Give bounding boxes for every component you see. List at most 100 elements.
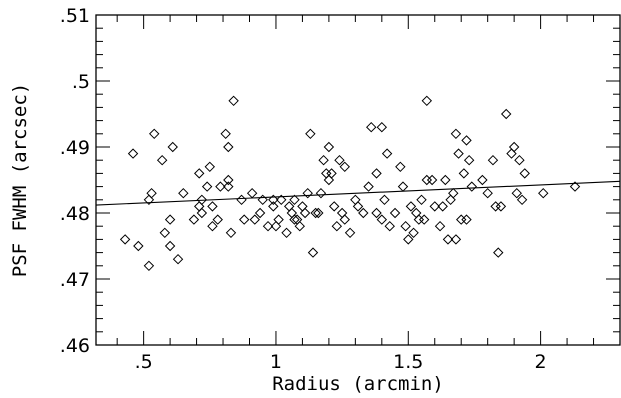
x-tick-label: .5 [135, 351, 153, 373]
data-point [371, 168, 382, 179]
x-axis-title: Radius (arcmin) [272, 373, 444, 395]
data-point [315, 187, 327, 199]
data-point [133, 240, 144, 252]
data-point [207, 201, 218, 212]
data-point [466, 181, 478, 192]
y-axis-title: PSF FWHM (arcsec) [9, 83, 31, 277]
data-point [339, 161, 350, 173]
data-point [495, 201, 507, 212]
data-point [305, 128, 316, 140]
data-point [196, 207, 208, 219]
data-point [416, 194, 427, 206]
data-point [477, 174, 488, 186]
fit-line [95, 180, 621, 206]
data-point [268, 201, 279, 212]
x-tick-label: 1.5 [393, 351, 423, 373]
data-point [538, 187, 549, 199]
data-point [421, 95, 433, 107]
data-point [569, 181, 581, 192]
data-point [429, 201, 440, 212]
data-point [389, 207, 401, 219]
data-point [487, 154, 499, 166]
data-point [178, 187, 189, 199]
data-point [270, 220, 282, 232]
data-point [331, 220, 343, 232]
data-point [448, 187, 459, 199]
data-point [223, 141, 234, 153]
data-point [307, 247, 319, 258]
data-point [493, 247, 504, 258]
data-point [376, 214, 388, 225]
data-point [220, 128, 231, 140]
data-point [323, 174, 335, 186]
data-point [442, 234, 454, 245]
data-point [146, 187, 157, 199]
data-point [379, 194, 390, 206]
data-point [426, 174, 438, 186]
data-point [310, 207, 321, 219]
y-tick-label: .51 [60, 5, 90, 27]
data-point [188, 214, 200, 225]
data-point [358, 207, 369, 219]
data-point [376, 121, 388, 133]
data-point [506, 148, 517, 159]
data-point [268, 194, 279, 206]
data-point [223, 174, 234, 186]
data-point [167, 141, 178, 153]
data-point [440, 174, 451, 186]
data-point [302, 187, 313, 199]
data-point [262, 220, 274, 232]
data-point [405, 201, 417, 212]
data-point [400, 220, 411, 232]
data-point [194, 168, 205, 179]
data-point [352, 201, 364, 212]
data-point [421, 174, 433, 186]
data-point [463, 154, 475, 166]
data-point [119, 234, 131, 245]
data-point [445, 194, 456, 206]
data-point [318, 154, 329, 166]
y-tick-label: .46 [60, 335, 90, 357]
y-tick-label: .5 [72, 71, 90, 93]
data-point [511, 187, 522, 199]
scatter-points [119, 95, 581, 272]
data-point [344, 227, 356, 239]
tick-marks [96, 14, 621, 346]
data-point [434, 220, 446, 232]
data-point [339, 214, 350, 225]
data-point [289, 194, 300, 206]
data-point [212, 214, 223, 225]
data-point [164, 240, 176, 252]
data-point [490, 201, 501, 212]
data-point [156, 154, 168, 166]
x-tick-labels: .5 1 1.5 2 [135, 351, 547, 373]
data-point [328, 201, 340, 212]
x-tick-label: 2 [535, 351, 547, 373]
data-point [223, 181, 234, 192]
data-point [514, 154, 525, 166]
data-point [437, 201, 448, 212]
data-point [273, 214, 284, 225]
data-point [257, 194, 268, 206]
data-point [238, 214, 250, 225]
data-point [204, 161, 216, 173]
y-tick-label: .48 [60, 203, 90, 225]
data-point [461, 135, 472, 146]
data-point [323, 141, 335, 153]
data-point [519, 168, 530, 179]
data-point [363, 181, 374, 192]
data-point [381, 148, 393, 159]
data-point [143, 260, 155, 272]
data-point [149, 128, 160, 140]
data-point [225, 227, 237, 239]
data-point [172, 253, 184, 265]
data-point [207, 220, 218, 232]
x-tick-label: 1 [270, 351, 282, 373]
data-point [246, 187, 258, 199]
y-tick-labels: .46 .47 .48 .49 .5 .51 [60, 5, 90, 357]
data-point [408, 227, 419, 239]
data-point [236, 194, 247, 206]
data-point [371, 207, 382, 219]
data-point [403, 234, 414, 245]
